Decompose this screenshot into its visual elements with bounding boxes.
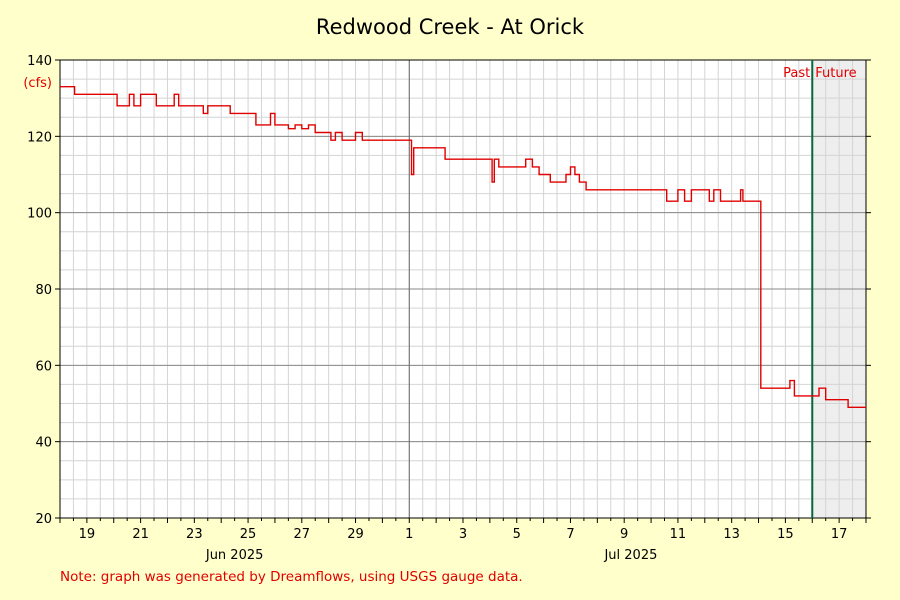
x-tick-label: 5 (513, 527, 521, 542)
y-tick-label: 60 (35, 359, 52, 374)
month-label: Jul 2025 (603, 548, 657, 563)
month-label: Jun 2025 (205, 548, 264, 563)
x-tick-label: 19 (79, 527, 96, 542)
y-tick-label: 100 (27, 207, 52, 222)
x-tick-label: 21 (132, 527, 149, 542)
x-tick-label: 9 (620, 527, 628, 542)
y-tick-label: 140 (27, 54, 52, 69)
x-tick-label: 7 (566, 527, 574, 542)
y-tick-label: 40 (35, 436, 52, 451)
x-tick-label: 17 (831, 527, 848, 542)
past-label: Past (783, 66, 810, 81)
footnote: Note: graph was generated by Dreamflows,… (60, 569, 523, 585)
x-tick-label: 27 (294, 527, 311, 542)
x-tick-label: 23 (186, 527, 203, 542)
y-tick-label: 20 (35, 512, 52, 527)
chart-title: Redwood Creek - At Orick (316, 15, 585, 39)
x-tick-label: 29 (347, 527, 364, 542)
x-tick-label: 3 (459, 527, 467, 542)
x-tick-label: 13 (723, 527, 740, 542)
x-tick-label: 15 (777, 527, 794, 542)
x-tick-label: 11 (670, 527, 687, 542)
y-tick-label: 120 (27, 130, 52, 145)
x-tick-label: 25 (240, 527, 257, 542)
series-line-0 (60, 86, 866, 408)
future-label: Future (815, 66, 856, 81)
x-tick-label: 1 (405, 527, 413, 542)
y-tick-label: 80 (35, 283, 52, 298)
unit-label: (cfs) (23, 76, 52, 91)
